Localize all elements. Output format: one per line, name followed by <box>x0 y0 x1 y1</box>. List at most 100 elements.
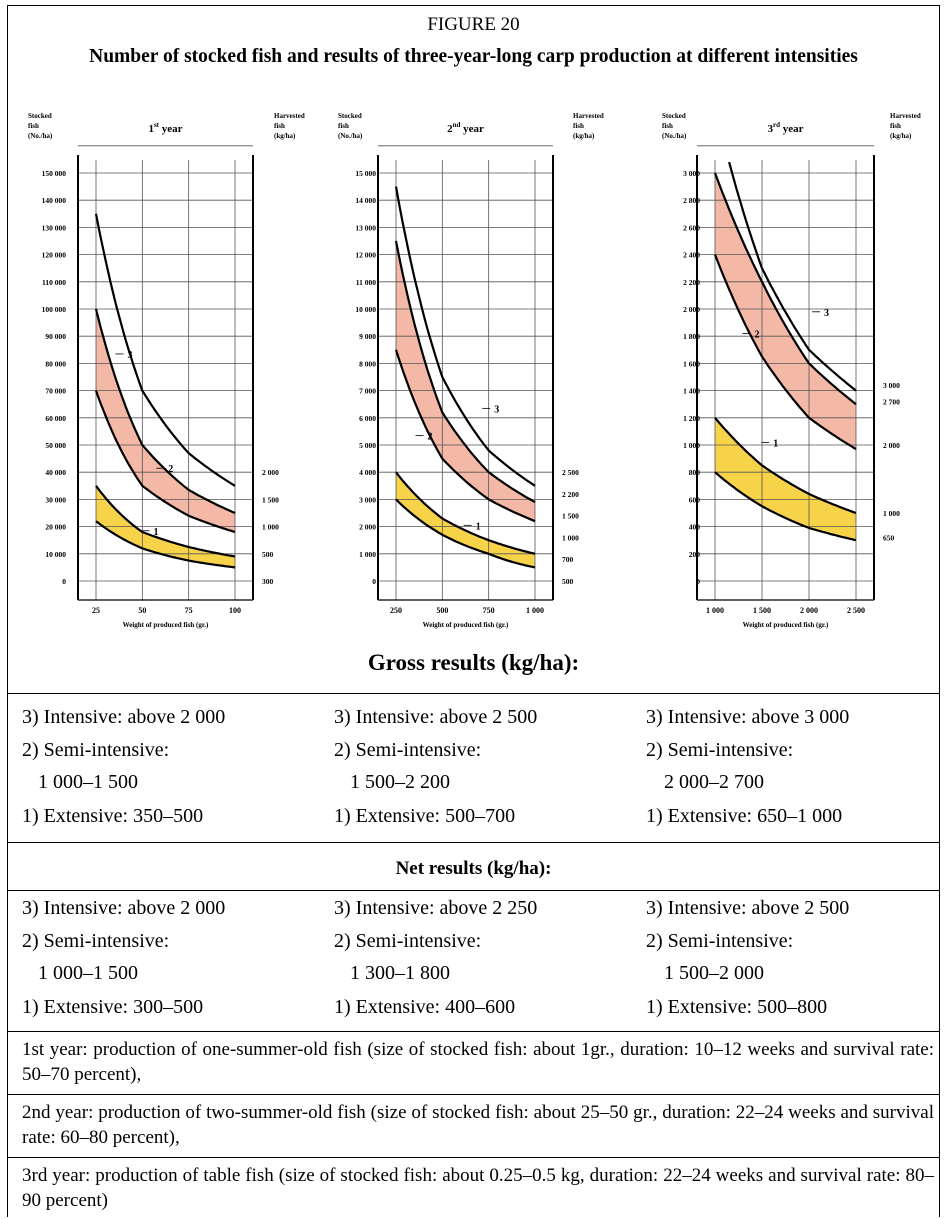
series-line-4 <box>395 471 536 555</box>
panel-title: 3rd year <box>767 121 803 135</box>
series-line-4 <box>95 485 236 558</box>
left-axis-title: (No./ha) <box>338 132 363 140</box>
x-tick-label: 250 <box>390 606 402 615</box>
curve-label: 3 <box>494 404 499 415</box>
y-tick-label: 120 000 <box>42 251 67 260</box>
y-tick-label: 140 000 <box>42 196 67 205</box>
series-line-5 <box>714 471 857 542</box>
net-col2-line4: 1) Extensive: 400–600 <box>334 996 516 1018</box>
y-tick-label: 1 800 <box>683 332 700 341</box>
y-tick-label: 12 000 <box>355 251 376 260</box>
curve-label: 2 <box>754 330 759 341</box>
gross-col3-line4: 1) Extensive: 650–1 000 <box>646 805 843 827</box>
y-tick-label: 150 000 <box>42 169 67 178</box>
y-tick-label: 0 <box>696 577 700 586</box>
left-axis-title: fish <box>28 122 39 130</box>
right-axis-title: fish <box>890 122 901 130</box>
right-axis-label: 2 500 <box>562 468 579 477</box>
gross-col1-line1: 3) Intensive: above 2 000 <box>22 706 226 728</box>
x-axis-title: Weight of produced fish (gr.) <box>423 621 509 629</box>
right-axis-title: Harvested <box>573 112 604 120</box>
right-axis-label: 1 000 <box>562 533 579 542</box>
y-tick-label: 2 400 <box>683 251 700 260</box>
series-line-1 <box>94 213 236 487</box>
net-col2-line1: 3) Intensive: above 2 250 <box>334 897 538 919</box>
divider <box>7 693 940 694</box>
right-axis-label: 700 <box>562 555 574 564</box>
gross-col1-line3: 1 000–1 500 <box>38 771 138 793</box>
y-tick-label: 20 000 <box>45 523 66 532</box>
x-tick-label: 1 500 <box>753 606 771 615</box>
band-2 <box>715 417 856 541</box>
y-tick-label: 3 000 <box>359 495 376 504</box>
right-axis-label: 2 000 <box>262 468 279 477</box>
curve-label: 1 <box>153 527 158 538</box>
right-axis-title: (kg/ha) <box>274 132 296 140</box>
right-axis-title: (kg/ha) <box>573 132 595 140</box>
gross-col3-line1: 3) Intensive: above 3 000 <box>646 706 850 728</box>
curve-label: 1 <box>773 438 778 449</box>
x-tick-label: 2 500 <box>847 606 865 615</box>
gross-col3-line2: 2) Semi-intensive: <box>646 739 794 761</box>
gross-col1-line2: 2) Semi-intensive: <box>22 739 170 761</box>
chart-panel-2: 0 1 000 2 000 3 000 4 000 5 000 6 000 7 000 8 00… <box>338 112 604 629</box>
gross-col2-line4: 1) Extensive: 500–700 <box>334 805 516 827</box>
x-tick-label: 1 000 <box>706 606 724 615</box>
figure-title: Number of stocked fish and results of th… <box>89 46 858 67</box>
y-tick-label: 50 000 <box>45 441 66 450</box>
x-tick-label: 75 <box>185 606 193 615</box>
left-axis-title: fish <box>662 122 673 130</box>
right-axis-label: 2 200 <box>562 490 579 499</box>
gross-results-heading: Gross results (kg/ha): <box>367 650 580 675</box>
y-tick-label: 11 000 <box>356 278 376 287</box>
x-tick-label: 25 <box>92 606 100 615</box>
note-year-1: 1st year: production of one-summer-old f… <box>22 1039 934 1085</box>
net-col1-line1: 3) Intensive: above 2 000 <box>22 897 226 919</box>
net-col1-line2: 2) Semi-intensive: <box>22 930 170 952</box>
panel-title: 2nd year <box>447 121 484 135</box>
right-axis-label: 3 000 <box>883 381 900 390</box>
right-axis-title: fish <box>573 122 584 130</box>
left-axis-title: Stocked <box>338 112 362 120</box>
x-tick-label: 500 <box>436 606 448 615</box>
x-tick-label: 1 000 <box>526 606 544 615</box>
y-tick-label: 0 <box>62 577 66 586</box>
y-tick-label: 6 000 <box>359 414 376 423</box>
series-line-2 <box>394 240 536 504</box>
divider <box>7 890 940 891</box>
y-tick-label: 2 000 <box>683 305 700 314</box>
right-axis-title: Harvested <box>274 112 305 120</box>
curve-label: 2 <box>168 464 173 475</box>
y-tick-label: 5 000 <box>359 441 376 450</box>
divider <box>7 842 940 843</box>
series-line-3 <box>94 390 236 534</box>
y-tick-label: 10 000 <box>45 550 66 559</box>
x-axis-title: Weight of produced fish (gr.) <box>123 621 209 629</box>
divider <box>7 1094 940 1095</box>
gross-col2-line3: 1 500–2 200 <box>350 771 450 793</box>
x-axis-title: Weight of produced fish (gr.) <box>743 621 829 629</box>
net-col3-line1: 3) Intensive: above 2 500 <box>646 897 850 919</box>
y-tick-label: 60 000 <box>45 414 66 423</box>
y-tick-label: 7 000 <box>359 387 376 396</box>
y-tick-label: 90 000 <box>45 332 66 341</box>
y-tick-label: 800 <box>689 468 701 477</box>
left-axis-title: Stocked <box>662 112 686 120</box>
series-line-1 <box>728 161 857 392</box>
right-axis-label: 300 <box>262 577 274 586</box>
y-tick-label: 400 <box>689 523 701 532</box>
right-axis-label: 2 700 <box>883 397 900 406</box>
y-tick-label: 13 000 <box>355 223 376 232</box>
net-col1-line4: 1) Extensive: 300–500 <box>22 996 204 1018</box>
y-tick-label: 9 000 <box>359 332 376 341</box>
gross-col3-line3: 2 000–2 700 <box>664 771 764 793</box>
y-tick-label: 200 <box>689 550 701 559</box>
right-axis-label: 500 <box>262 550 274 559</box>
x-tick-label: 100 <box>229 606 241 615</box>
net-col3-line3: 1 500–2 000 <box>664 962 764 984</box>
y-tick-label: 1 200 <box>683 414 700 423</box>
charts-area: 0 10 000 20 000 30 000 40 000 50 000 60 000 70 … <box>28 112 921 629</box>
y-tick-label: 1 000 <box>359 550 376 559</box>
series-line-4 <box>714 417 857 515</box>
left-axis-title: (No./ha) <box>28 132 53 140</box>
